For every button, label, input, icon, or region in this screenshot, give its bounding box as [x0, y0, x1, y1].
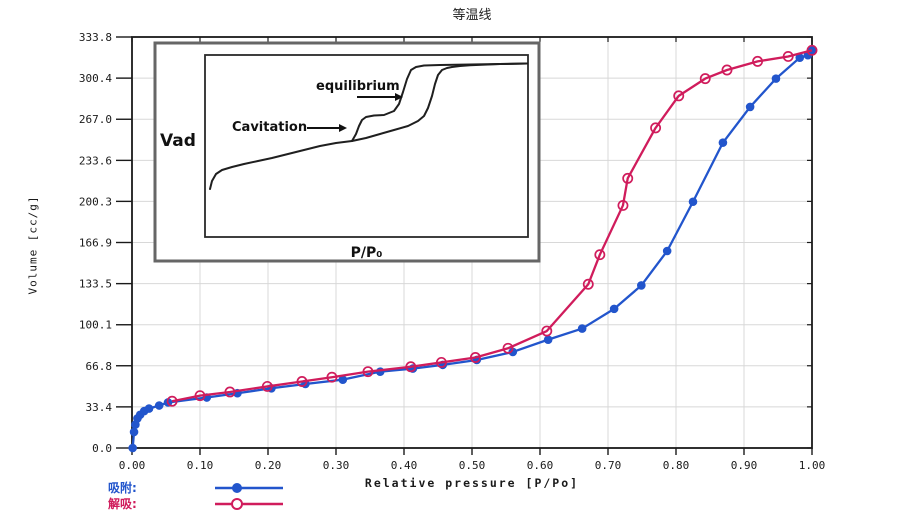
marker-adsorption — [338, 375, 348, 384]
inset-annotation-equilibrium: equilibrium — [316, 79, 400, 94]
legend-marker-adsorption — [215, 482, 283, 493]
marker-adsorption — [771, 74, 781, 83]
marker-desorption — [782, 51, 794, 62]
marker-desorption — [405, 361, 417, 373]
marker-desorption — [326, 371, 338, 383]
y-axis-label: Volume [cc/g] — [26, 195, 40, 295]
marker-adsorption — [508, 347, 518, 357]
marker-adsorption — [688, 197, 698, 207]
marker-desorption — [194, 390, 206, 402]
equilibrium-arrow-head — [395, 93, 403, 101]
x-tick-label: 0.10 — [187, 459, 214, 472]
inset-x-axis-label: P/P₀ — [350, 245, 383, 261]
marker-adsorption — [745, 102, 755, 112]
marker-desorption — [261, 380, 273, 392]
marker-desorption — [582, 278, 594, 290]
x-tick-label: 0.20 — [255, 459, 282, 472]
x-axis-label: Relative pressure [P/Po] — [364, 476, 580, 490]
legend-marker-desorption — [215, 497, 283, 510]
marker-adsorption — [144, 404, 154, 413]
marker-desorption — [721, 64, 733, 76]
marker-desorption — [699, 73, 711, 85]
legend-label-desorption: 解吸: — [108, 497, 137, 511]
marker-desorption — [362, 366, 374, 378]
marker-desorption — [224, 386, 236, 398]
x-tick-label: 0.50 — [459, 459, 486, 472]
marker-adsorption — [128, 443, 137, 453]
marker-adsorption — [154, 401, 164, 410]
legend-item-adsorption: 吸附: — [108, 480, 285, 495]
marker-desorption — [166, 395, 178, 407]
marker-desorption — [541, 325, 553, 337]
marker-desorption — [650, 122, 662, 134]
x-tick-label: 0.70 — [595, 459, 622, 472]
marker-desorption — [435, 356, 447, 368]
y-tick-label: 267.0 — [79, 113, 112, 126]
y-tick-label: 0.0 — [92, 442, 112, 455]
y-tick-label: 333.8 — [79, 31, 112, 44]
marker-adsorption — [637, 281, 646, 290]
marker-adsorption — [718, 138, 728, 147]
marker-desorption — [502, 342, 514, 354]
legend: 吸附: 解吸: — [108, 480, 285, 511]
x-tick-label: 0.60 — [527, 459, 554, 472]
marker-desorption — [617, 199, 629, 211]
marker-desorption — [296, 376, 308, 387]
marker-adsorption — [662, 246, 672, 256]
inset-inner-box — [204, 54, 529, 238]
chart-title: 等温线 — [452, 8, 492, 23]
x-tick-label: 0.80 — [663, 459, 690, 472]
marker-desorption — [806, 44, 818, 56]
y-tick-label: 233.6 — [79, 154, 112, 167]
y-tick-label: 166.9 — [79, 237, 112, 250]
y-tick-label: 133.5 — [79, 278, 112, 291]
cavitation-arrow-head — [339, 124, 347, 132]
marker-desorption — [752, 55, 764, 67]
y-tick-label: 100.1 — [79, 319, 112, 332]
marker-adsorption — [543, 335, 553, 344]
legend-label-adsorption: 吸附: — [108, 481, 137, 495]
x-tick-label: 0.00 — [119, 459, 146, 472]
y-tick-label: 300.4 — [79, 72, 112, 85]
marker-desorption — [594, 249, 606, 261]
marker-adsorption — [795, 53, 805, 62]
inset-annotation-cavitation: Cavitation — [232, 120, 308, 135]
marker-adsorption — [577, 324, 587, 333]
inset-curve-common-branch — [209, 140, 353, 190]
marker-desorption — [622, 172, 634, 184]
x-tick-label: 0.90 — [731, 459, 758, 472]
x-tick-label: 1.00 — [799, 459, 826, 472]
y-tick-label: 66.8 — [86, 360, 113, 373]
marker-desorption — [469, 352, 481, 363]
x-tick-label: 0.30 — [323, 459, 350, 472]
marker-adsorption — [609, 304, 619, 314]
y-tick-label: 33.4 — [86, 401, 113, 414]
inset-y-axis-label: Vad — [160, 131, 196, 151]
inset-curve-equilibrium-branch — [351, 62, 528, 142]
x-tick-label: 0.40 — [391, 459, 418, 472]
series-line-desorption — [171, 49, 813, 403]
legend-item-desorption: 解吸: — [108, 496, 285, 511]
marker-adsorption — [129, 427, 139, 437]
marker-desorption — [673, 90, 685, 102]
y-tick-label: 200.3 — [79, 195, 112, 208]
